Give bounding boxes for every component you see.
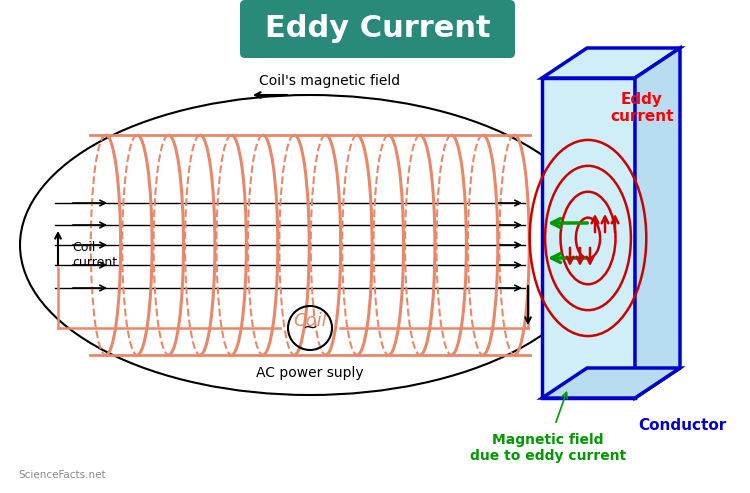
Text: AC power suply: AC power suply (256, 366, 364, 380)
Text: Conductor: Conductor (638, 418, 726, 432)
Polygon shape (542, 368, 680, 398)
FancyBboxPatch shape (240, 0, 515, 58)
Text: Coil
current: Coil current (72, 241, 117, 269)
FancyBboxPatch shape (542, 78, 635, 398)
Text: ~: ~ (302, 319, 317, 337)
Text: Eddy
current: Eddy current (610, 92, 674, 124)
Text: Coil's magnetic field: Coil's magnetic field (260, 74, 400, 88)
Text: ScienceFacts.net: ScienceFacts.net (18, 470, 106, 480)
Text: Coil: Coil (293, 312, 327, 330)
Polygon shape (635, 48, 680, 398)
Polygon shape (542, 48, 680, 78)
Text: Eddy Current: Eddy Current (266, 14, 490, 43)
Text: Magnetic field
due to eddy current: Magnetic field due to eddy current (470, 433, 626, 463)
